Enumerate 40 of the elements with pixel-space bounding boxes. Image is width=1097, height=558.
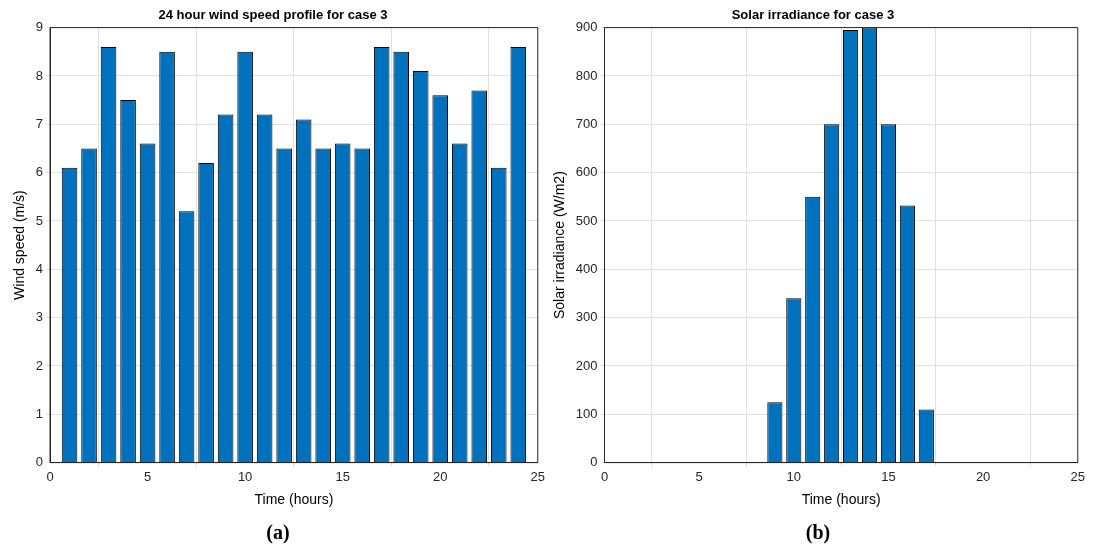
x-tick-label: 10 [237,468,253,484]
y-tick-label: 100 [575,405,598,421]
x-tick-label: 0 [46,468,54,484]
text: (b) [805,521,831,544]
y-tick-label: 3 [35,309,44,325]
y-tick-label: 600 [575,164,598,180]
y-axis-title: Wind speed (m/s) [11,190,28,300]
y-tick-label: 1 [35,405,44,421]
x-axis-title: Time (hours) [254,491,334,508]
y-axis-title: Solar irradiance (W/m2) [551,171,568,320]
x-tick-label: 15 [335,468,350,484]
y-tick-label: 300 [575,309,598,325]
y-tick-label: 2 [35,357,44,373]
chart-title: Solar irradiance for case 3 [731,7,895,23]
x-tick-label: 5 [143,468,152,484]
y-tick-label: 500 [575,212,598,228]
y-tick-label: 9 [35,19,44,35]
y-tick-label: 400 [575,260,598,276]
text: (a) [266,521,290,544]
y-tick-label: 0 [35,454,44,470]
y-tick-label: 900 [575,19,598,35]
y-tick-label: 800 [575,67,598,83]
y-tick-label: 200 [575,357,598,373]
y-tick-label: 4 [35,260,44,276]
y-tick-label: 7 [35,115,44,131]
x-tick-label: 15 [881,468,896,484]
chart-title: 24 hour wind speed profile for case 3 [158,7,388,23]
x-tick-label: 25 [530,468,545,484]
x-tick-label: 5 [695,468,703,484]
x-tick-label: 20 [432,468,448,484]
x-tick-label: 0 [600,468,609,484]
y-tick-label: 8 [35,67,44,83]
y-tick-label: 700 [575,115,598,131]
y-tick-label: 0 [590,454,598,470]
x-tick-label: 25 [1070,468,1085,484]
x-tick-label: 20 [975,468,991,484]
y-tick-label: 5 [35,212,44,228]
y-tick-label: 6 [35,164,44,180]
x-tick-label: 10 [786,468,802,484]
x-axis-title: Time (hours) [801,491,881,508]
